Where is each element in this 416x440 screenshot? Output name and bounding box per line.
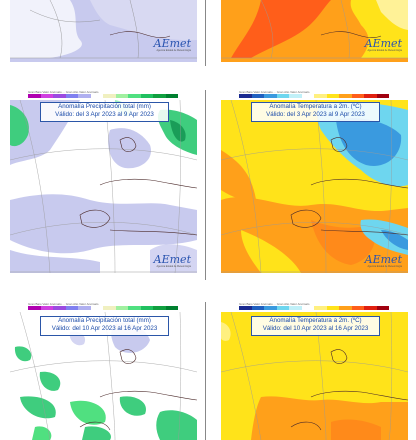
colorbar-swatch: [140, 306, 153, 310]
colorbar-caption: Gran Bajo Valor Anómalo ... Gran Alto Va…: [239, 302, 310, 305]
colorbar-swatch: [364, 94, 377, 98]
colorbar-swatch: [165, 94, 178, 98]
colorbar-swatch: [326, 94, 339, 98]
temperature-colorbar: [239, 94, 389, 98]
aemet-logo: AEmet Agencia Estatal de Meteorología: [362, 38, 402, 54]
validity-dates: Válido: del 10 Apr 2023 al 16 Apr 2023: [262, 325, 369, 332]
map-title-box: Anomalía Precipitación total (mm) Válido…: [40, 102, 169, 122]
colorbar-swatch: [153, 94, 166, 98]
colorbar-swatch: [53, 306, 66, 310]
aemet-wordmark: AEmet: [364, 37, 402, 50]
colorbar-swatch: [90, 94, 103, 98]
aemet-subtitle: Agencia Estatal de Meteorología: [367, 49, 402, 52]
aemet-subtitle: Agencia Estatal de Meteorología: [156, 265, 191, 268]
aemet-wordmark: AEmet: [364, 253, 402, 266]
colorbar-swatch: [339, 306, 352, 310]
map-title-box: Anomalía Temperatura a 2m. (ºC) Válido: …: [251, 316, 380, 336]
colorbar-caption: Gran Bajo Valor Anómalo ... Gran Alto Va…: [28, 90, 99, 93]
colorbar-swatch: [264, 94, 277, 98]
colorbar-swatch: [65, 94, 78, 98]
aemet-logo: AEmet Agencia Estatal de Meteorología: [151, 38, 191, 54]
colorbar-swatch: [128, 94, 141, 98]
colorbar-swatch: [251, 306, 264, 310]
temperature-colorbar: [239, 306, 389, 310]
colorbar-swatch: [239, 306, 252, 310]
precip-colorbar: [28, 94, 178, 98]
map-panel-week0-temp: AEmet Agencia Estatal de Meteorología: [221, 0, 408, 62]
colorbar-swatch: [351, 306, 364, 310]
colorbar-swatch: [289, 94, 302, 98]
colorbar-swatch: [276, 306, 289, 310]
colorbar-swatch: [165, 306, 178, 310]
map-panel-week2-temp: Gran Bajo Valor Anómalo ... Gran Alto Va…: [221, 302, 408, 440]
map-title-box: Anomalía Temperatura a 2m. (ºC) Válido: …: [251, 102, 380, 122]
map-title: Anomalía Precipitación total (mm): [58, 103, 151, 110]
colorbar-swatch: [251, 94, 264, 98]
colorbar-swatch: [339, 94, 352, 98]
aemet-subtitle: Agencia Estatal de Meteorología: [367, 265, 402, 268]
aemet-logo: AEmet Agencia Estatal de Meteorología: [151, 254, 191, 270]
colorbar-swatch: [53, 94, 66, 98]
colorbar-swatch: [128, 306, 141, 310]
colorbar-swatch: [276, 94, 289, 98]
colorbar-swatch: [153, 306, 166, 310]
colorbar-swatch: [28, 306, 41, 310]
validity-dates: Válido: del 3 Apr 2023 al 9 Apr 2023: [55, 111, 154, 118]
colorbar-swatch: [326, 306, 339, 310]
aemet-subtitle: Agencia Estatal de Meteorología: [156, 49, 191, 52]
panel-divider: [205, 302, 206, 440]
colorbar-swatch: [103, 306, 116, 310]
temperature-anomaly-map: [221, 99, 408, 273]
panel-divider: [205, 90, 206, 280]
map-panel-week2-precip: Gran Bajo Valor Anómalo ... Gran Alto Va…: [10, 302, 197, 440]
colorbar-swatch: [314, 94, 327, 98]
colorbar-swatch: [115, 306, 128, 310]
colorbar-swatch: [301, 306, 314, 310]
map-title: Anomalía Precipitación total (mm): [58, 317, 151, 324]
colorbar-swatch: [78, 306, 91, 310]
map-title: Anomalía Temperatura a 2m. (ºC): [269, 103, 362, 110]
colorbar-swatch: [376, 94, 389, 98]
precip-anomaly-map: [10, 0, 197, 62]
colorbar-swatch: [78, 94, 91, 98]
colorbar-swatch: [239, 94, 252, 98]
colorbar-swatch: [351, 94, 364, 98]
colorbar-swatch: [140, 94, 153, 98]
map-panel-week1-temp: Gran Bajo Valor Anómalo ... Gran Alto Va…: [221, 90, 408, 273]
colorbar-swatch: [65, 306, 78, 310]
map-title: Anomalía Temperatura a 2m. (ºC): [269, 317, 362, 324]
colorbar-swatch: [264, 306, 277, 310]
map-panel-week0-precip: AEmet Agencia Estatal de Meteorología: [10, 0, 197, 62]
colorbar-swatch: [376, 306, 389, 310]
colorbar-swatch: [115, 94, 128, 98]
colorbar-swatch: [40, 306, 53, 310]
map-panel-week1-precip: Gran Bajo Valor Anómalo ... Gran Alto Va…: [10, 90, 197, 273]
aemet-wordmark: AEmet: [153, 253, 191, 266]
colorbar-caption: Gran Bajo Valor Anómalo ... Gran Alto Va…: [239, 90, 310, 93]
aemet-logo: AEmet Agencia Estatal de Meteorología: [362, 254, 402, 270]
colorbar-swatch: [289, 306, 302, 310]
colorbar-swatch: [90, 306, 103, 310]
colorbar-swatch: [364, 306, 377, 310]
colorbar-swatch: [40, 94, 53, 98]
precip-colorbar: [28, 306, 178, 310]
validity-dates: Válido: del 3 Apr 2023 al 9 Apr 2023: [266, 111, 365, 118]
aemet-wordmark: AEmet: [153, 37, 191, 50]
colorbar-caption: Gran Bajo Valor Anómalo ... Gran Alto Va…: [28, 302, 99, 305]
map-title-box: Anomalía Precipitación total (mm) Válido…: [40, 316, 169, 336]
colorbar-swatch: [103, 94, 116, 98]
temperature-anomaly-map: [221, 0, 408, 62]
colorbar-swatch: [301, 94, 314, 98]
panel-divider: [205, 0, 206, 66]
validity-dates: Válido: del 10 Apr 2023 al 16 Apr 2023: [51, 325, 158, 332]
colorbar-swatch: [28, 94, 41, 98]
colorbar-swatch: [314, 306, 327, 310]
